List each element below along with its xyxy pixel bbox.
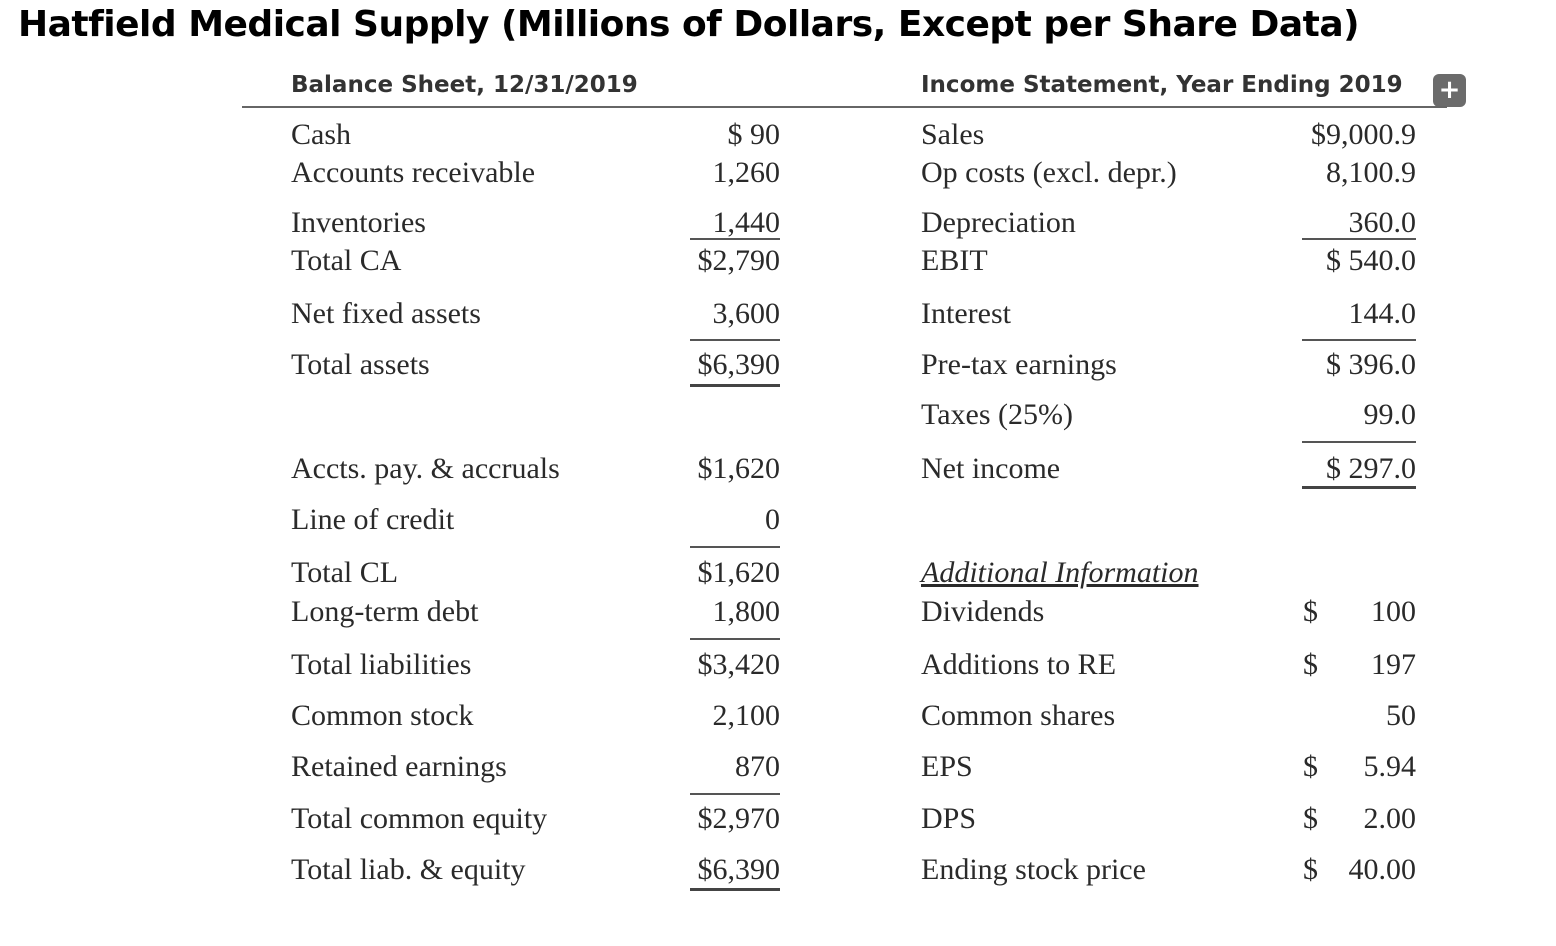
addl-info-header: Additional Information (921, 556, 1199, 589)
bs-value-total-ca: $2,790 (697, 244, 781, 277)
is-label-interest: Interest (921, 297, 1011, 330)
is-value-net-income: $ 297.0 (1326, 452, 1416, 485)
ai-value-dps: 2.00 (1363, 802, 1417, 835)
bs-label-line-of-credit: Line of credit (291, 503, 455, 536)
is-rule-depreciation (1302, 238, 1416, 240)
bs-label-accts-pay: Accts. pay. & accruals (291, 452, 560, 485)
bs-value-total-cl: $1,620 (697, 556, 781, 589)
is-label-depreciation: Depreciation (921, 206, 1076, 239)
bs-label-total-liab-equity: Total liab. & equity (291, 853, 526, 886)
ai-dollar-ending-stock-price: $ (1303, 853, 1318, 886)
header-divider (242, 106, 1447, 108)
is-value-sales: $9,000.9 (1311, 118, 1416, 151)
ai-dollar-dividends: $ (1303, 595, 1318, 628)
bs-value-accounts-receivable: 1,260 (712, 156, 781, 189)
bs-value-net-fixed-assets: 3,600 (712, 297, 781, 330)
ai-value-eps: 5.94 (1363, 750, 1417, 783)
is-label-sales: Sales (921, 118, 985, 151)
is-label-taxes: Taxes (25%) (921, 398, 1074, 431)
ai-value-dividends: 100 (1371, 595, 1416, 628)
ai-label-common-shares: Common shares (921, 699, 1116, 732)
bs-rule-net-fixed-assets (690, 339, 780, 341)
bs-label-total-cl: Total CL (291, 556, 399, 589)
is-label-op-costs: Op costs (excl. depr.) (921, 156, 1177, 189)
ai-value-ending-stock-price: 40.00 (1348, 853, 1417, 886)
income-statement-header: Income Statement, Year Ending 2019 (921, 72, 1403, 98)
is-value-pre-tax-earnings: $ 396.0 (1326, 348, 1416, 381)
ai-value-additions-to-re: 197 (1371, 648, 1416, 681)
ai-label-eps: EPS (921, 750, 973, 783)
bs-value-total-assets: $6,390 (697, 348, 781, 381)
bs-label-inventories: Inventories (291, 206, 426, 239)
bs-label-net-fixed-assets: Net fixed assets (291, 297, 481, 330)
bs-value-total-liabilities: $3,420 (697, 648, 781, 681)
page-title: Hatfield Medical Supply (Millions of Dol… (18, 4, 1360, 45)
bs-label-total-ca: Total CA (291, 244, 402, 277)
ai-label-dividends: Dividends (921, 595, 1045, 628)
bs-value-cash: $ 90 (727, 118, 781, 151)
bs-label-long-term-debt: Long-term debt (291, 595, 479, 628)
bs-rule-total-assets (690, 384, 780, 387)
bs-label-accounts-receivable: Accounts receivable (291, 156, 536, 189)
bs-value-inventories: 1,440 (712, 206, 781, 239)
bs-value-retained-earnings: 870 (735, 750, 780, 783)
bs-rule-total-liab-equity (690, 888, 780, 891)
bs-label-total-liabilities: Total liabilities (291, 648, 472, 681)
is-value-depreciation: 360.0 (1348, 206, 1417, 239)
ai-label-additions-to-re: Additions to RE (921, 648, 1117, 681)
is-value-op-costs: 8,100.9 (1326, 156, 1416, 189)
is-rule-interest (1302, 339, 1416, 341)
ai-label-dps: DPS (921, 802, 977, 835)
bs-label-total-common-equity: Total common equity (291, 802, 548, 835)
ai-dollar-eps: $ (1303, 750, 1318, 783)
bs-label-common-stock: Common stock (291, 699, 474, 732)
is-label-ebit: EBIT (921, 244, 988, 277)
ai-dollar-dps: $ (1303, 802, 1318, 835)
is-value-ebit: $ 540.0 (1326, 244, 1416, 277)
expand-plus-icon[interactable]: + (1433, 74, 1466, 107)
bs-rule-inventories (690, 238, 780, 240)
ai-value-common-shares: 50 (1386, 699, 1416, 732)
bs-rule-long-term-debt (690, 638, 780, 640)
is-value-taxes: 99.0 (1363, 398, 1417, 431)
is-value-interest: 144.0 (1348, 297, 1417, 330)
is-label-net-income: Net income (921, 452, 1061, 485)
bs-label-total-assets: Total assets (291, 348, 430, 381)
ai-label-ending-stock-price: Ending stock price (921, 853, 1146, 886)
bs-value-long-term-debt: 1,800 (712, 595, 781, 628)
balance-sheet-header: Balance Sheet, 12/31/2019 (291, 72, 638, 98)
bs-rule-line-of-credit (690, 546, 780, 548)
ai-dollar-additions-to-re: $ (1303, 648, 1318, 681)
bs-value-line-of-credit: 0 (765, 503, 780, 536)
is-label-pre-tax-earnings: Pre-tax earnings (921, 348, 1117, 381)
bs-value-common-stock: 2,100 (712, 699, 781, 732)
is-rule-taxes (1302, 441, 1416, 443)
bs-rule-retained-earnings (690, 793, 780, 795)
is-rule-net-income (1302, 486, 1416, 489)
bs-value-total-liab-equity: $6,390 (697, 853, 781, 886)
bs-value-total-common-equity: $2,970 (697, 802, 781, 835)
bs-label-cash: Cash (291, 118, 351, 151)
bs-label-retained-earnings: Retained earnings (291, 750, 507, 783)
bs-value-accts-pay: $1,620 (697, 452, 781, 485)
